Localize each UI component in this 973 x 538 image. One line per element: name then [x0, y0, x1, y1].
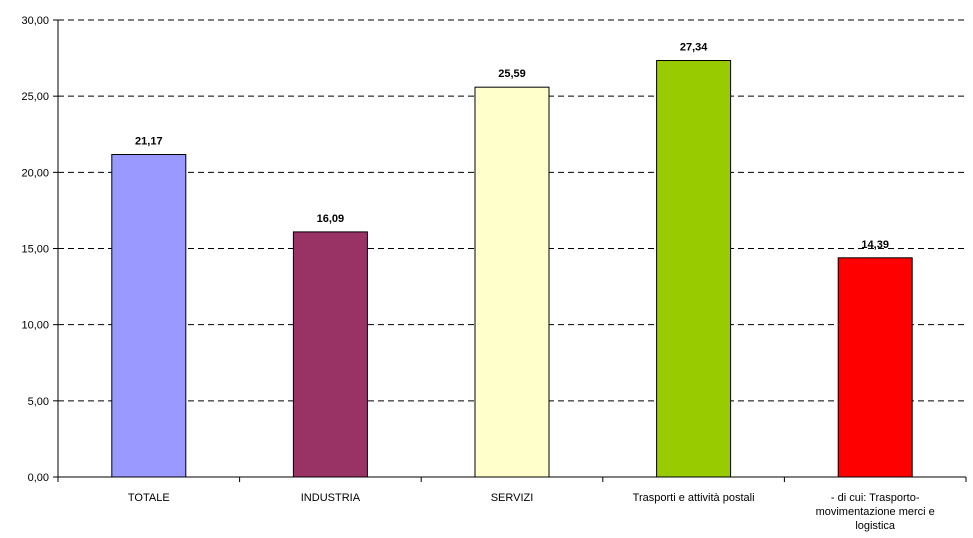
x-category-labels: TOTALE INDUSTRIA SERVIZI Trasporti e attivi…: [128, 492, 935, 532]
data-label: 16,09: [317, 213, 345, 225]
data-label: 14,39: [861, 239, 889, 251]
y-tick-labels: 0,00 5,00 10,00 15,00 20,00 25,00 30,00: [21, 15, 49, 484]
y-tick-label: 5,00: [28, 396, 49, 408]
bar: [111, 154, 187, 478]
bar: [656, 60, 732, 478]
bar: [837, 257, 913, 478]
x-category-label: SERVIZI: [491, 492, 534, 504]
x-category-label: logistica: [855, 520, 896, 532]
x-category-label: - di cui: Trasporto-: [831, 492, 920, 504]
data-label: 25,59: [498, 68, 526, 80]
x-category-label: movimentazione merci e: [816, 506, 935, 518]
bar: [474, 86, 550, 478]
data-label: 21,17: [135, 136, 163, 148]
y-tick-label: 20,00: [21, 167, 49, 179]
x-category-label: Trasporti e attività postali: [633, 492, 755, 504]
y-tick-label: 0,00: [28, 472, 49, 484]
data-label: 27,34: [680, 42, 708, 54]
x-category-label: INDUSTRIA: [301, 492, 361, 504]
bars: [111, 60, 913, 478]
y-tick-label: 15,00: [21, 244, 49, 256]
x-category-label: TOTALE: [128, 492, 170, 504]
y-tick-label: 10,00: [21, 320, 49, 332]
bar: [292, 231, 368, 478]
axes: [53, 19, 967, 482]
y-tick-label: 30,00: [21, 15, 49, 27]
y-tick-label: 25,00: [21, 91, 49, 103]
data-labels: 21,17 16,09 25,59 27,34 14,39: [135, 42, 889, 251]
